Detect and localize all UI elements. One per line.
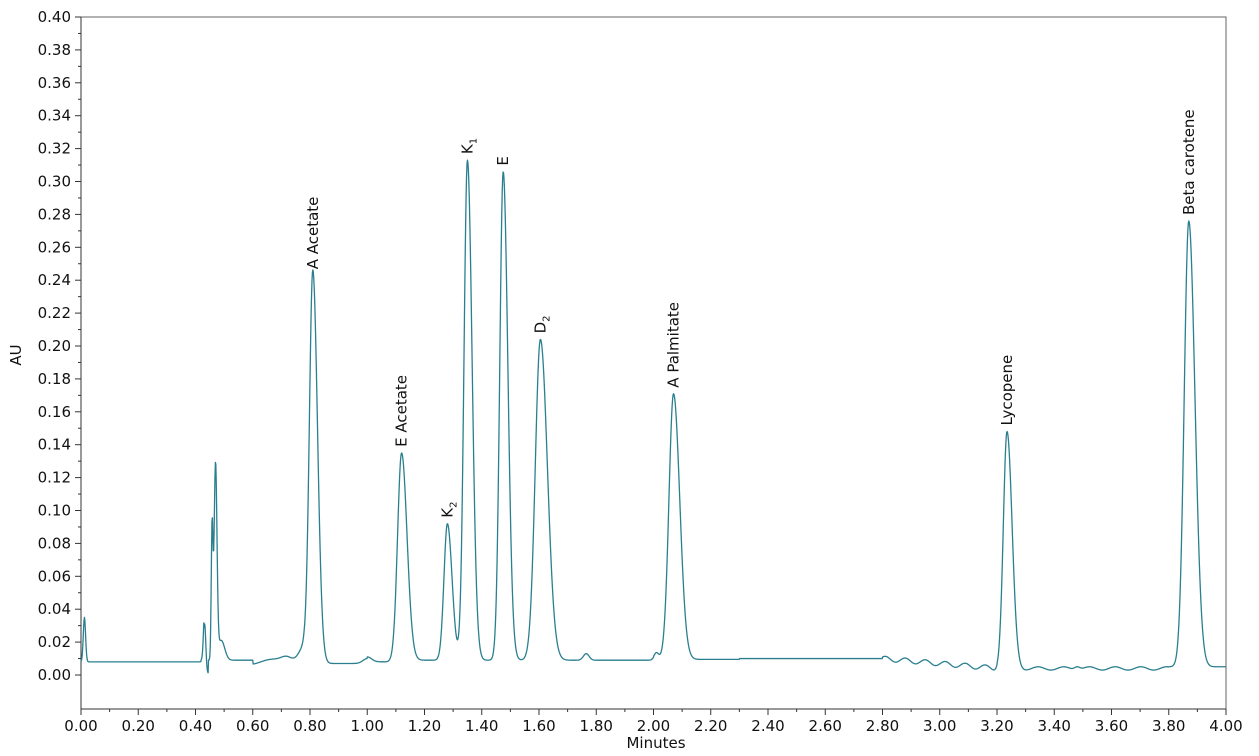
x-tick-label: 1.80 (580, 717, 613, 735)
y-tick-label: 0.22 (38, 304, 71, 322)
x-tick-label: 4.00 (1209, 717, 1242, 735)
x-tick-label: 3.20 (980, 717, 1013, 735)
x-tick-label: 0.40 (179, 717, 212, 735)
x-tick-label: 0.00 (64, 717, 97, 735)
peak-label-text: Beta carotene (1180, 109, 1198, 215)
peak-label: Lycopene (998, 355, 1016, 426)
y-tick-label: 0.40 (38, 8, 71, 26)
peak-label-text: K (458, 143, 476, 154)
y-tick-label: 0.32 (38, 140, 71, 158)
y-axis: 0.00 0.02 0.04 0.06 0.08 0.10 0.12 0.14 0.16 0.18… (38, 8, 82, 709)
y-tick-label: 0.00 (38, 666, 71, 684)
x-axis-title: Minutes (626, 734, 685, 752)
peak-label-text: E (494, 156, 512, 165)
x-tick-label: 1.20 (408, 717, 441, 735)
x-tick-label: 0.20 (122, 717, 155, 735)
y-tick-label: 0.12 (38, 469, 71, 487)
y-tick-label: 0.14 (38, 436, 71, 454)
y-tick-label: 0.28 (38, 205, 71, 223)
y-tick-label: 0.38 (38, 41, 71, 59)
peak-label: K2 (438, 501, 459, 517)
y-tick-label: 0.18 (38, 370, 71, 388)
peak-label-text: Lycopene (998, 355, 1016, 426)
x-tick-label: 1.00 (351, 717, 384, 735)
x-tick-label: 1.40 (465, 717, 498, 735)
y-tick-label: 0.08 (38, 534, 71, 552)
chromatogram-trace (80, 159, 1226, 674)
peak-label-subscript: 1 (468, 138, 479, 144)
peak-label: E (494, 156, 512, 165)
peak-label: D2 (531, 315, 552, 333)
y-tick-label: 0.16 (38, 403, 71, 421)
y-tick-label: 0.34 (38, 107, 71, 125)
peak-label-text: A Acetate (304, 197, 322, 270)
peak-label-subscript: 2 (448, 501, 459, 507)
y-tick-label: 0.20 (38, 337, 71, 355)
y-axis-title: AU (7, 344, 25, 365)
peak-label: A Acetate (304, 197, 322, 270)
x-tick-label: 3.40 (1038, 717, 1071, 735)
peak-label: A Palmitate (665, 302, 683, 388)
x-tick-label: 1.60 (522, 717, 555, 735)
y-tick-label: 0.24 (38, 271, 71, 289)
peak-label: E Acetate (393, 375, 411, 447)
peak-label-text: E Acetate (393, 375, 411, 447)
peak-label-text: K (438, 507, 456, 518)
y-tick-label: 0.06 (38, 567, 71, 585)
x-tick-label: 3.80 (1152, 717, 1185, 735)
x-tick-label: 2.20 (694, 717, 727, 735)
x-tick-label: 0.80 (293, 717, 326, 735)
y-tick-label: 0.36 (38, 74, 71, 92)
peak-label: Beta carotene (1180, 109, 1198, 215)
x-tick-label: 2.60 (809, 717, 842, 735)
y-tick-label: 0.02 (38, 633, 71, 651)
x-tick-label: 2.80 (866, 717, 899, 735)
x-axis: 0.00 0.20 0.40 0.60 0.80 1.00 1.20 1.40 1.60 1.80… (64, 708, 1243, 735)
peak-label: K1 (458, 138, 479, 154)
y-tick-label: 0.30 (38, 173, 71, 191)
peak-label-text: D (531, 322, 549, 334)
peak-label-text: A Palmitate (665, 302, 683, 388)
x-tick-label: 0.60 (236, 717, 269, 735)
peak-label-subscript: 2 (541, 315, 552, 321)
x-tick-label: 2.40 (751, 717, 784, 735)
y-tick-label: 0.10 (38, 502, 71, 520)
x-tick-label: 2.00 (637, 717, 670, 735)
x-tick-label: 3.00 (923, 717, 956, 735)
x-tick-label: 3.60 (1095, 717, 1128, 735)
plot-frame (80, 16, 1227, 710)
y-tick-label: 0.26 (38, 238, 71, 256)
y-tick-label: 0.04 (38, 600, 71, 618)
